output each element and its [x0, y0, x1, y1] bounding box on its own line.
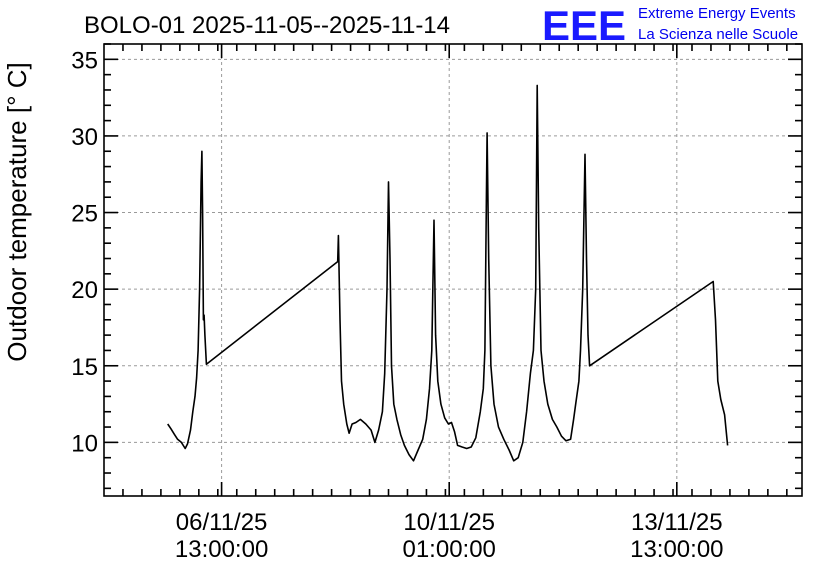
- series-line: [167, 84, 729, 462]
- chart-title: BOLO-01 2025-11-05--2025-11-14: [84, 12, 450, 39]
- y-tick-labels: 10 15 20 25 30 35: [71, 47, 98, 457]
- x-tick-label-date: 06/11/25: [176, 509, 268, 536]
- x-tick-label-date: 13/11/25: [631, 509, 723, 536]
- x-tick-label-time: 01:00:00: [402, 536, 495, 563]
- x-tick-label-time: 13:00:00: [175, 536, 268, 563]
- y-axis-label: Outdoor temperature [° C]: [2, 62, 32, 361]
- eee-logo-mark: EEE: [542, 2, 626, 49]
- eee-logo-line1: Extreme Energy Events: [638, 5, 796, 22]
- y-tick-label: 25: [71, 201, 98, 228]
- y-tick-label: 30: [71, 124, 98, 151]
- grid-lines: [104, 44, 802, 496]
- x-tick-label-time: 13:00:00: [630, 536, 723, 563]
- y-tick-label: 10: [71, 430, 98, 457]
- series-layer: [167, 84, 729, 462]
- y-tick-label: 20: [71, 277, 98, 304]
- eee-logo-line2: La Scienza nelle Scuole: [638, 26, 798, 43]
- eee-logo: EEE Extreme Energy Events La Scienza nel…: [542, 2, 798, 49]
- x-tick-labels: 06/11/2513:00:0010/11/2501:00:0013/11/25…: [175, 509, 724, 563]
- x-tick-label-date: 10/11/25: [403, 509, 495, 536]
- y-tick-label: 35: [71, 47, 98, 74]
- y-tick-label: 15: [71, 354, 98, 381]
- plot-frame: [103, 43, 803, 497]
- axis-ticks: [104, 43, 802, 496]
